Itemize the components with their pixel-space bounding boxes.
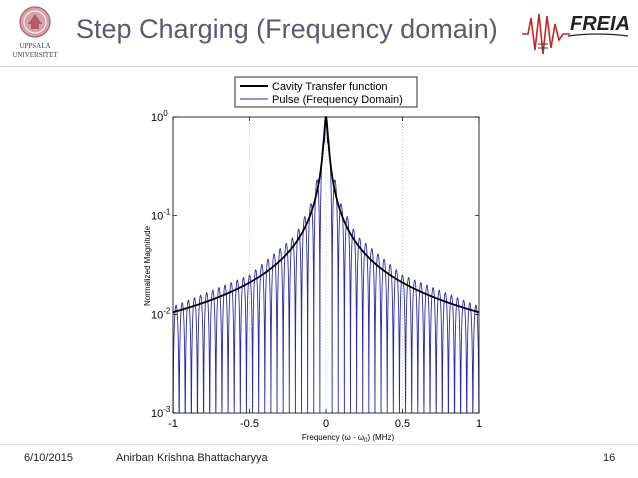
footer-date: 6/10/2015 [24, 452, 73, 464]
legend-box [234, 76, 418, 108]
legend: Cavity Transfer function Pulse (Frequenc… [234, 76, 418, 108]
slide-header [0, 0, 638, 66]
legend-label-pulse: Pulse (Frequency Domain) [272, 94, 403, 106]
y-tick-exponent-0: -3 [163, 405, 171, 414]
footer-author: Anirban Krishna Bhattacharyya [116, 452, 268, 464]
grid-layer [249, 117, 403, 413]
page-number: 16 [603, 452, 616, 464]
x-tick-label-2: 0 [323, 418, 329, 430]
legend-label-cavity: Cavity Transfer function [272, 81, 388, 93]
x-axis-label-subscript: 0 [364, 438, 368, 444]
x-axis-label-tail: ) (MHz) [367, 433, 394, 442]
y-axis-label: Normalized Magnitude [143, 225, 152, 306]
y-tick-label-1: 10-2 [151, 306, 171, 321]
logo-text-line-1: UPPSALA [19, 42, 50, 50]
y-tick-label-2: 10-1 [151, 208, 171, 223]
y-tick-exponent-3: 0 [163, 109, 168, 118]
y-tick-label-3: 100 [151, 109, 168, 124]
slide-title: Step Charging (Frequency domain) [76, 14, 498, 44]
freia-logo-icon: FREIA [522, 13, 630, 55]
uppsala-university-logo-icon: UPPSALA UNIVERSITET [12, 6, 58, 59]
x-tick-label-3: 0.5 [395, 418, 410, 430]
header-divider [0, 66, 638, 67]
logo-text-line-2: UNIVERSITET [12, 51, 58, 59]
x-tick-label-0: -1 [168, 418, 178, 430]
freia-logo-text: FREIA [570, 13, 630, 35]
x-tick-label-1: -0.5 [240, 418, 259, 430]
x-axis-label: Frequency (ω - ω0) (MHz) [302, 433, 395, 444]
x-tick-label-4: 1 [476, 418, 482, 430]
x-axis-label-main: Frequency (ω - ω [302, 433, 364, 442]
y-tick-exponent-2: -1 [163, 208, 171, 217]
footer-divider [0, 444, 638, 445]
y-tick-exponent-1: -2 [163, 306, 171, 315]
